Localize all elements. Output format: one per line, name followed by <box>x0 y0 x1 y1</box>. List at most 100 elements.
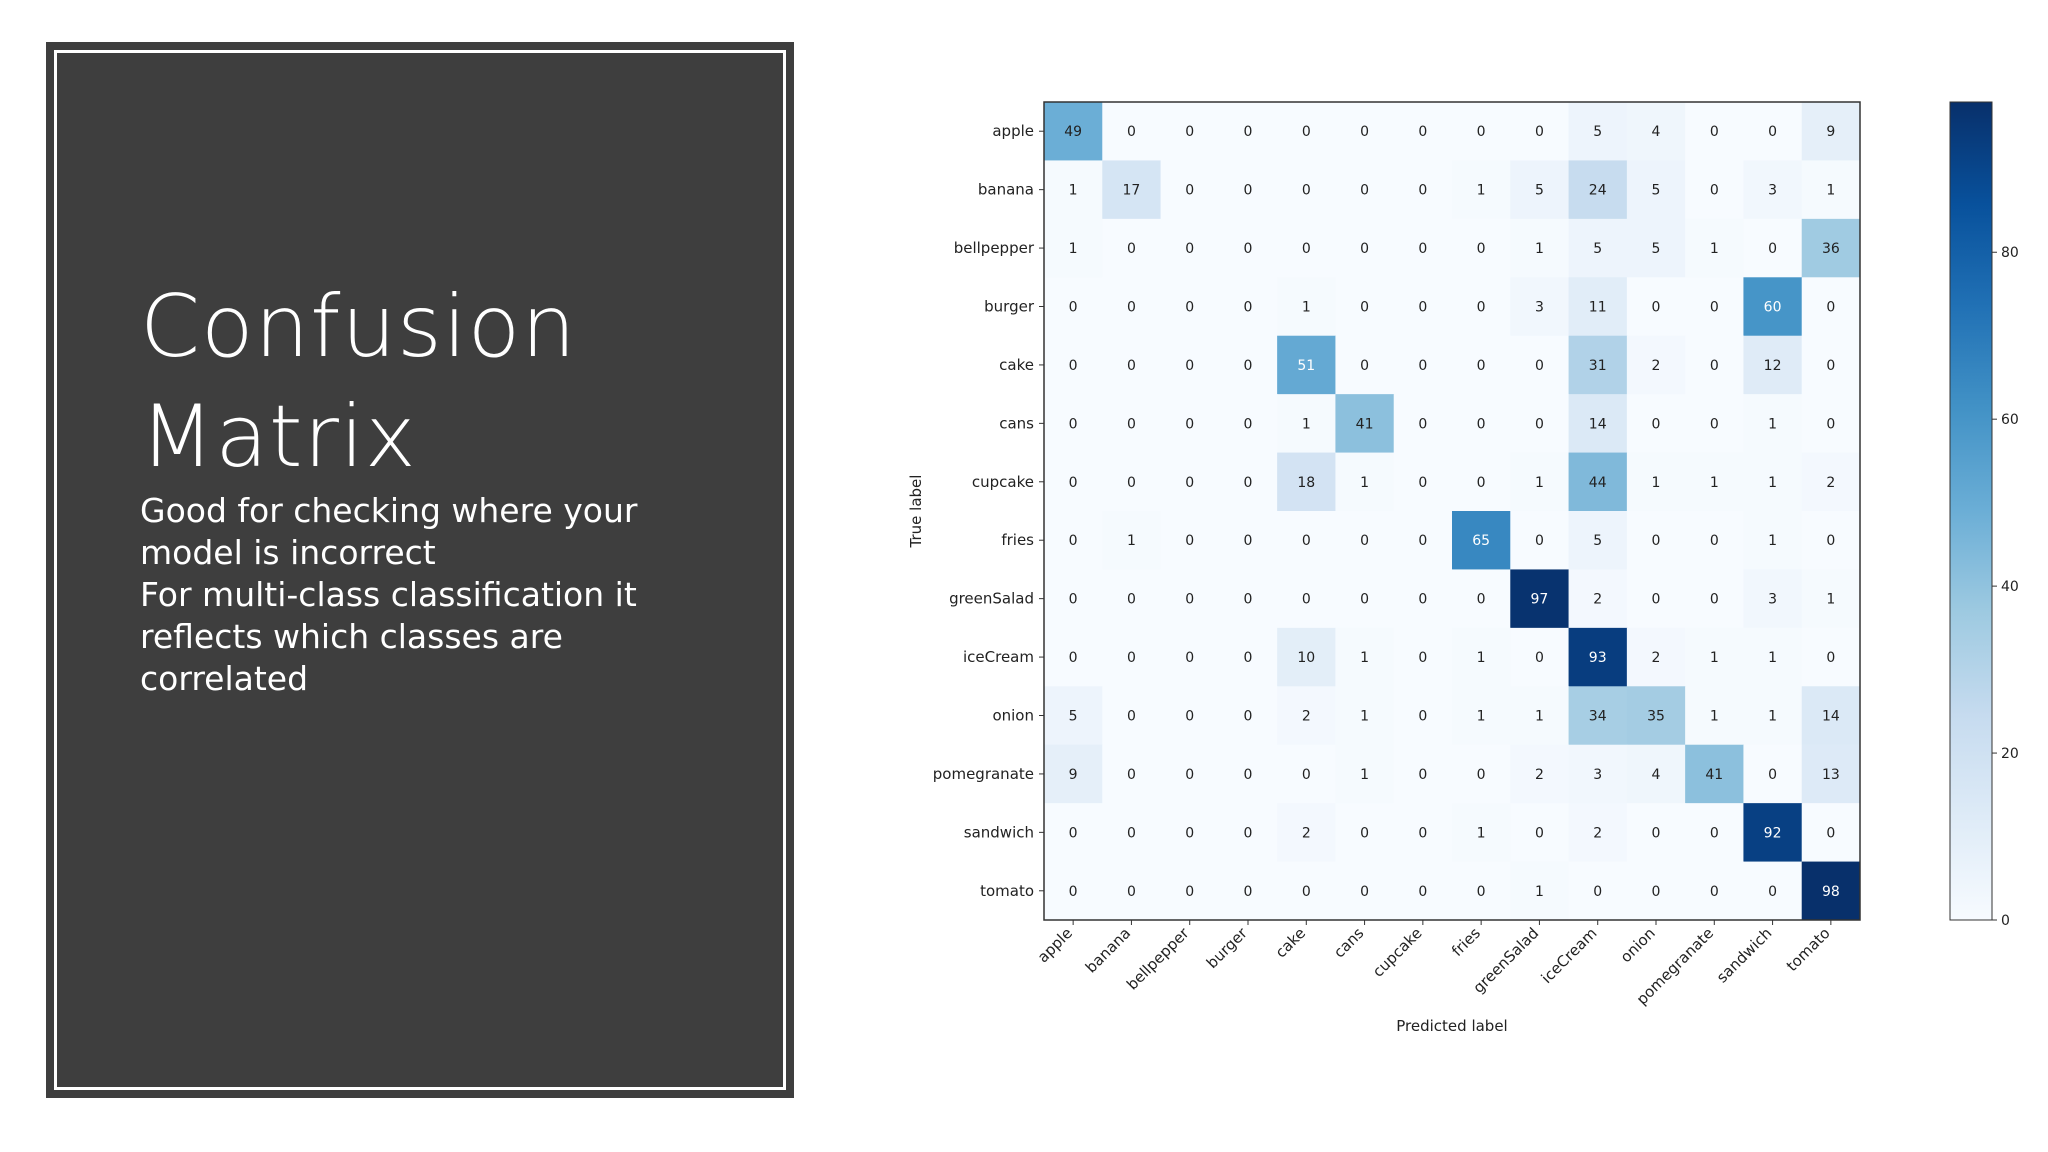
y-tick-label: sandwich <box>964 823 1034 841</box>
cell-value-label: 0 <box>1418 300 1427 316</box>
heatmap-cell <box>1102 160 1162 220</box>
heatmap-cell <box>1218 218 1278 278</box>
heatmap-cell <box>1568 394 1628 454</box>
heatmap-cell <box>1743 803 1803 863</box>
heatmap-cell <box>1218 277 1278 337</box>
cell-value-label: 1 <box>1768 650 1777 666</box>
heatmap-cell <box>1801 335 1861 395</box>
heatmap-cell <box>1685 160 1744 220</box>
y-axis-label: True label <box>907 475 925 549</box>
cell-value-label: 0 <box>1768 124 1777 140</box>
cell-value-label: 3 <box>1768 183 1777 199</box>
cell-value-label: 1 <box>1477 183 1486 199</box>
cell-value-label: 0 <box>1127 825 1136 841</box>
cell-value-label: 0 <box>1535 358 1544 374</box>
heatmap-cell <box>1102 627 1162 687</box>
cell-value-label: 0 <box>1185 300 1194 316</box>
heatmap-cell <box>1277 160 1336 220</box>
heatmap-cell <box>1160 335 1220 395</box>
heatmap-cell <box>1510 686 1570 746</box>
heatmap-cell <box>1277 803 1336 863</box>
heatmap-cell <box>1626 160 1686 220</box>
cell-value-label: 0 <box>1244 650 1253 666</box>
heatmap-cell <box>1277 218 1336 278</box>
cell-value-label: 9 <box>1826 124 1835 140</box>
colorbar <box>1949 101 1993 921</box>
cell-value-label: 5 <box>1535 183 1544 199</box>
cell-value-label: 0 <box>1535 825 1544 841</box>
heatmap-cell <box>1335 686 1395 746</box>
cell-value-label: 0 <box>1127 241 1136 257</box>
cell-value-label: 92 <box>1764 825 1782 841</box>
heatmap-cell <box>1218 102 1278 161</box>
heatmap-cell <box>1568 218 1628 278</box>
heatmap-cell <box>1160 861 1220 921</box>
cell-value-label: 12 <box>1764 358 1782 374</box>
cell-value-label: 5 <box>1069 709 1078 725</box>
cell-value-label: 0 <box>1127 416 1136 432</box>
slide-title-line-1: Confusion <box>140 277 577 377</box>
cell-value-label: 51 <box>1297 358 1315 374</box>
heatmap-cell <box>1626 511 1686 570</box>
cell-value-label: 0 <box>1244 592 1253 608</box>
cell-value-label: 1 <box>1710 475 1719 491</box>
body-line: Good for checking where your <box>140 491 638 530</box>
cell-value-label: 0 <box>1535 416 1544 432</box>
heatmap-cell <box>1160 569 1220 629</box>
cell-value-label: 0 <box>1652 533 1661 549</box>
heatmap-cell <box>1801 744 1861 804</box>
heatmap-cell <box>1218 861 1278 921</box>
cell-value-label: 0 <box>1185 592 1194 608</box>
heatmap-cell <box>1626 394 1686 454</box>
cell-value-label: 0 <box>1418 767 1427 783</box>
heatmap-cell <box>1102 335 1162 395</box>
cell-value-label: 0 <box>1593 884 1602 900</box>
cell-value-label: 0 <box>1127 884 1136 900</box>
y-tick-label: fries <box>1001 531 1034 549</box>
cell-value-label: 0 <box>1069 416 1078 432</box>
heatmap-cell <box>1685 803 1744 863</box>
heatmap-cell <box>1452 102 1511 161</box>
cell-value-label: 1 <box>1768 475 1777 491</box>
cell-value-label: 5 <box>1652 183 1661 199</box>
cell-value-label: 9 <box>1069 767 1078 783</box>
cell-value-label: 0 <box>1477 475 1486 491</box>
heatmap-cell <box>1685 335 1744 395</box>
x-tick-label: cake <box>1272 924 1309 961</box>
heatmap-cell <box>1102 803 1162 863</box>
cell-value-label: 0 <box>1826 300 1835 316</box>
heatmap-cell <box>1743 277 1803 337</box>
slide-title-line-2: Matrix <box>140 387 417 487</box>
heatmap-cell <box>1218 627 1278 687</box>
heatmap-cell <box>1160 277 1220 337</box>
heatmap-cell <box>1452 277 1511 337</box>
cell-value-label: 2 <box>1826 475 1835 491</box>
heatmap-cell <box>1160 627 1220 687</box>
heatmap-cell <box>1626 627 1686 687</box>
cell-value-label: 0 <box>1418 124 1427 140</box>
cell-value-label: 0 <box>1185 884 1194 900</box>
cell-value-label: 3 <box>1593 767 1602 783</box>
cell-value-label: 97 <box>1531 592 1549 608</box>
heatmap-cell <box>1743 218 1803 278</box>
cell-value-label: 0 <box>1127 767 1136 783</box>
heatmap-cell <box>1335 452 1395 512</box>
heatmap-cell <box>1277 686 1336 746</box>
heatmap-cell <box>1685 744 1744 804</box>
y-tick-label: burger <box>984 298 1035 316</box>
heatmap-cell <box>1160 744 1220 804</box>
heatmap-cell <box>1510 861 1570 921</box>
heatmap-cell <box>1044 394 1103 454</box>
heatmap-cell <box>1102 686 1162 746</box>
heatmap-cell <box>1335 277 1395 337</box>
heatmap-cell <box>1277 627 1336 687</box>
cell-value-label: 0 <box>1535 650 1544 666</box>
cell-value-label: 1 <box>1477 709 1486 725</box>
cell-value-label: 0 <box>1535 124 1544 140</box>
cell-value-label: 0 <box>1127 124 1136 140</box>
heatmap-cell <box>1452 394 1511 454</box>
cell-value-label: 0 <box>1302 533 1311 549</box>
cell-value-label: 0 <box>1535 533 1544 549</box>
cell-value-label: 34 <box>1589 709 1607 725</box>
heatmap-cell <box>1510 335 1570 395</box>
